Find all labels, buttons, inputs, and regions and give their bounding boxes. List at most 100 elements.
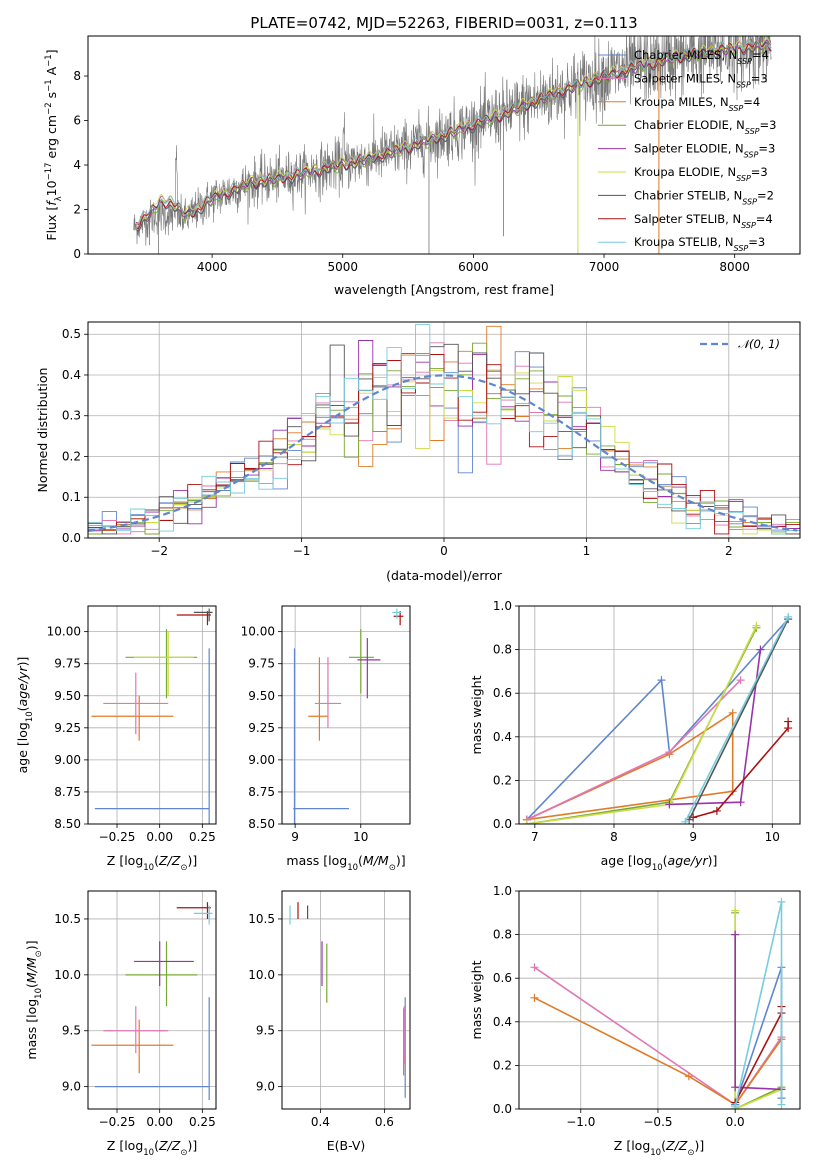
x-tick-label: 0.6 xyxy=(375,1115,394,1129)
y-axis-label-part: ( xyxy=(15,706,30,711)
x-tick-label: 4000 xyxy=(197,260,228,274)
legend-entry: Chabrier MILES, NSSP=4 xyxy=(634,48,769,66)
x-axis-label-part: ( xyxy=(661,1138,666,1153)
weight-line-8 xyxy=(688,618,789,820)
weight-line-9 xyxy=(684,616,789,823)
x-tick-label: −2 xyxy=(150,544,168,558)
weight-marker xyxy=(681,817,690,824)
x-axis-label-part: 10 xyxy=(143,863,154,873)
axes-frame xyxy=(87,321,801,539)
y-tick-label: 10.00 xyxy=(47,625,81,639)
age-mass-axes: 9 10 8.50 8.75 9.00 9.25 9.50 9.75 10.00 xyxy=(241,605,411,844)
y-tick-label: 8.75 xyxy=(54,785,81,799)
legend-entry-value: =3 xyxy=(760,118,777,132)
weight-marker xyxy=(665,800,674,809)
x-axis-label-part: Z/Z xyxy=(158,853,181,868)
plot-area xyxy=(88,322,800,538)
observed-spectrum xyxy=(133,36,772,246)
weight-marker xyxy=(530,963,539,972)
y-tick-label: 0.0 xyxy=(62,531,81,545)
x-axis-label-part: age/yr xyxy=(668,853,709,868)
y-tick-label: 0.6 xyxy=(493,971,512,985)
x-axis-label-part: Z/Z xyxy=(665,1138,688,1153)
y-tick-label: 9.5 xyxy=(62,1024,81,1038)
x-axis-label-part: age [log xyxy=(601,853,652,868)
x-axis-label-part: ⊙ xyxy=(180,863,187,873)
x-axis-label-part: Z [log xyxy=(107,1138,143,1153)
plot-area xyxy=(519,606,800,824)
y-tick-label: 9.0 xyxy=(256,1080,275,1094)
x-axis-label-part: )] xyxy=(708,853,718,868)
legend-entry-sub: SSP xyxy=(736,174,751,183)
axes-frame xyxy=(518,890,801,1110)
x-axis-label: Z [log10(Z/Z⊙)] xyxy=(107,853,197,873)
x-tick-label: 0.25 xyxy=(189,1115,216,1129)
histogram-8 xyxy=(88,354,800,535)
legend-entry: Chabrier STELIB, NSSP=2 xyxy=(634,188,774,206)
data-layer xyxy=(91,902,213,1101)
y-axis-label: age [log10(age/yr)] xyxy=(15,657,35,774)
x-tick-label: 0 xyxy=(440,544,448,558)
y-tick-label: 10.5 xyxy=(54,912,81,926)
y-tick-label: 0.2 xyxy=(493,1058,512,1072)
x-axis-label-part: 10 xyxy=(143,1148,154,1158)
histogram-7 xyxy=(88,343,800,535)
x-tick-label: 2 xyxy=(725,544,733,558)
y-axis-label-part: s xyxy=(44,92,59,103)
weight-line-2 xyxy=(534,997,783,1106)
x-axis-label-part: )] xyxy=(396,853,406,868)
y-axis-label-part: )] xyxy=(24,940,39,950)
legend-entry-value: =3 xyxy=(751,71,768,85)
x-tick-label: −1.0 xyxy=(566,1115,595,1129)
y-tick-label: 10.5 xyxy=(248,912,275,926)
y-axis-label: mass weight xyxy=(469,675,484,754)
histogram-9 xyxy=(88,324,800,535)
y-axis-label-part: ] xyxy=(44,49,59,54)
y-tick-label: 6 xyxy=(73,114,81,128)
y-tick-label: 9.00 xyxy=(54,753,81,767)
legend-entry-sub: SSP xyxy=(737,57,752,66)
legend-entry-value: =3 xyxy=(758,142,775,156)
x-axis-label-part: ⊙ xyxy=(389,863,396,873)
x-axis-label-part: ( xyxy=(154,1138,159,1153)
x-axis-label: mass [log10(M/M⊙)] xyxy=(286,853,405,873)
weight-line-3 xyxy=(734,967,783,1105)
x-axis-label-part: mass [log xyxy=(286,853,347,868)
x-axis-label: wavelength [Angstrom, rest frame] xyxy=(334,282,554,297)
weight-line-8 xyxy=(734,901,783,1107)
legend-entry-text: Salpeter MILES, N xyxy=(634,71,736,85)
x-axis-label-part: ⊙ xyxy=(180,1148,187,1158)
x-axis-label-part: 10 xyxy=(347,863,358,873)
x-tick-label: 0.00 xyxy=(146,1115,173,1129)
weight-marker xyxy=(736,798,745,807)
weight-marker xyxy=(731,1083,740,1092)
y-tick-label: 4 xyxy=(73,158,81,172)
plot-area xyxy=(519,891,800,1109)
legend-entry: Salpeter MILES, NSSP=3 xyxy=(634,71,768,89)
x-axis-label-part: Z [log xyxy=(614,1138,650,1153)
data-layer xyxy=(530,897,786,1109)
legend-entry: Salpeter ELODIE, NSSP=3 xyxy=(634,142,775,160)
x-tick-label: 0.25 xyxy=(189,830,216,844)
y-axis-label-part: ( xyxy=(24,983,39,988)
model-spectrum-7 xyxy=(135,41,772,232)
x-axis-label-part: )] xyxy=(187,853,197,868)
chart-title: PLATE=0742, MJD=52263, FIBERID=0031, z=0… xyxy=(250,14,637,32)
x-axis-label-part: ⊙ xyxy=(687,1148,694,1158)
y-axis-label-part: −1 xyxy=(44,79,54,92)
y-tick-label: 9.75 xyxy=(54,657,81,671)
x-tick-label: 0.00 xyxy=(146,830,173,844)
y-axis-label-part: )] xyxy=(15,657,30,667)
weight-marker xyxy=(752,621,761,630)
legend-entry-sub: SSP xyxy=(734,244,749,253)
grid-lines xyxy=(282,891,410,1109)
y-axis-label-part: A xyxy=(44,66,59,79)
axes-frame xyxy=(281,890,411,1110)
y-tick-label: 0.4 xyxy=(493,730,512,744)
plot-area xyxy=(133,36,772,254)
plot-area xyxy=(88,606,216,824)
weight-marker xyxy=(756,645,765,654)
weight-marker xyxy=(712,806,721,815)
x-tick-label: 1 xyxy=(583,544,591,558)
